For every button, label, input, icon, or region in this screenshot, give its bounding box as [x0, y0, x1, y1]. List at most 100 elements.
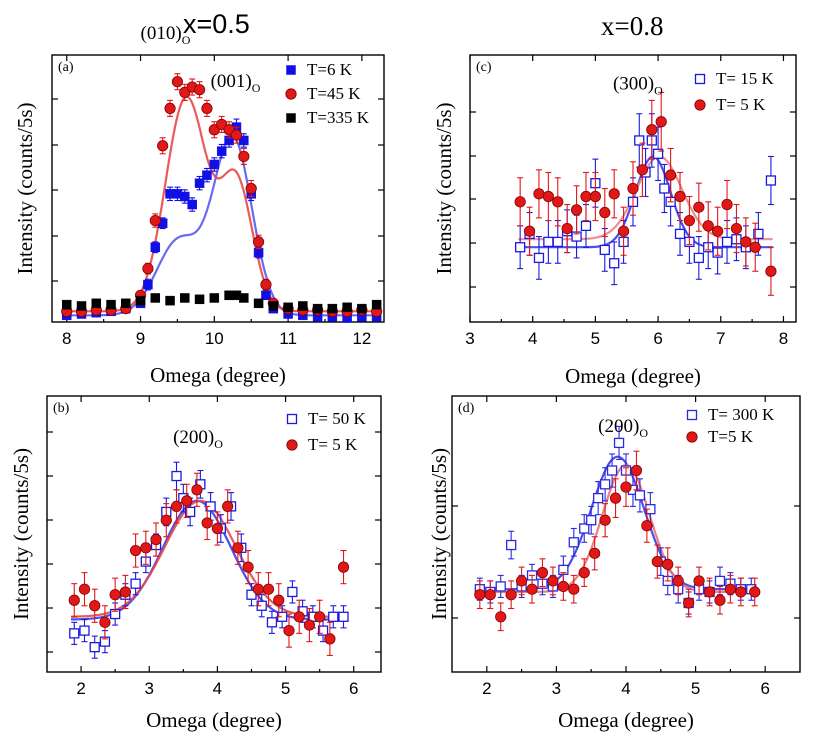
legend-item: T= 15 K — [694, 69, 774, 88]
data-point-17 — [651, 555, 663, 568]
data-point-13 — [599, 479, 611, 490]
data-point-19 — [238, 150, 250, 163]
data-point-22 — [260, 279, 272, 291]
data-point-17 — [659, 183, 670, 194]
data-point-4 — [552, 236, 563, 248]
data-point-19 — [327, 303, 338, 314]
x-tick-label: 8 — [62, 329, 71, 348]
data-point-3 — [99, 616, 111, 628]
panel-label: (d) — [458, 401, 475, 416]
data-point-7 — [580, 220, 592, 232]
legend: T= 50 K T= 5 K — [286, 409, 366, 454]
data-point-21 — [252, 236, 265, 248]
data-point-6 — [142, 262, 154, 275]
x-tick-label: 4 — [621, 679, 630, 698]
data-point-24 — [721, 236, 733, 248]
data-point-14 — [211, 522, 224, 535]
peak-label-main: (001) — [211, 71, 252, 92]
data-point-4 — [109, 589, 121, 601]
legend: T= 300 K T=5 K — [686, 405, 775, 446]
data-point-3 — [542, 190, 554, 203]
data-point-21 — [283, 624, 295, 637]
fit-curve — [63, 133, 380, 317]
data-point-11 — [586, 515, 597, 526]
data-point-1 — [484, 589, 496, 601]
legend-item: T=5 K — [686, 427, 754, 446]
data-point-26 — [765, 265, 777, 277]
data-point-8 — [157, 140, 169, 152]
x-tick-label: 4 — [213, 679, 222, 698]
data-point-18 — [252, 583, 264, 595]
data-point-10 — [579, 523, 590, 534]
legend-label: T= 5 K — [716, 95, 766, 114]
data-point-13 — [193, 84, 206, 96]
data-point-15 — [209, 159, 220, 170]
data-point-14 — [646, 124, 658, 136]
data-point-26 — [337, 561, 350, 573]
data-point-8 — [150, 533, 162, 546]
panel-label: (b) — [53, 401, 70, 416]
peak-label-sub: O — [252, 81, 261, 95]
data-point-26 — [749, 586, 761, 598]
data-point-14 — [201, 102, 213, 115]
data-point-6 — [143, 279, 153, 290]
data-point-18 — [230, 129, 243, 141]
data-point-22 — [261, 290, 271, 301]
x-axis: 2 3 4 5 6 — [76, 396, 358, 698]
data-point-22 — [293, 611, 305, 623]
x-tick-label: 11 — [279, 329, 297, 348]
data-point-legend — [286, 439, 298, 451]
panels: 8 9 10 11 12 Omega (degree) Intensity (counts/… — [9, 23, 801, 732]
data-point-1 — [76, 301, 87, 311]
data-point-8 — [180, 293, 190, 303]
data-point-6 — [570, 204, 583, 216]
data-point-1 — [79, 625, 90, 636]
data-point-4 — [552, 196, 564, 208]
data-point-3 — [106, 299, 116, 310]
data-point-2 — [533, 252, 545, 264]
plot-frame — [51, 54, 385, 323]
data-point-legend — [694, 73, 706, 85]
plot-frame — [469, 54, 797, 323]
data-point-24 — [740, 236, 752, 248]
data-point-17 — [298, 301, 308, 311]
data-point-0 — [515, 242, 526, 253]
data-point-legend — [286, 113, 296, 123]
panel-label: (a) — [58, 60, 74, 75]
series-2 — [514, 91, 777, 296]
data-point-10 — [209, 293, 220, 303]
data-point-13 — [239, 293, 249, 303]
data-point-26 — [714, 575, 726, 587]
data-point-19 — [239, 135, 249, 146]
data-point-15 — [613, 437, 625, 449]
data-point-27 — [338, 611, 349, 622]
data-point-16 — [652, 148, 664, 159]
data-point-15 — [655, 116, 667, 128]
data-point-legend — [286, 413, 298, 425]
series-3 — [62, 290, 382, 314]
peak-label-main: (010) — [141, 23, 182, 44]
data-point-16 — [665, 169, 677, 181]
plot-frame — [46, 395, 382, 673]
data-point-0 — [68, 594, 80, 606]
data-point-19 — [672, 575, 684, 587]
data-point-9 — [194, 294, 205, 305]
peak-label: (200)O — [173, 427, 223, 451]
data-point-14 — [202, 170, 212, 180]
data-point-15 — [268, 301, 279, 311]
data-point-25 — [317, 625, 329, 636]
data-point-13 — [194, 178, 205, 188]
chart-panel-4: 2 3 4 5 6 Omega (degree) Intensity (counts/5s)… — [427, 395, 801, 732]
data-point-6 — [130, 544, 142, 557]
data-point-11 — [617, 225, 630, 237]
y-axis-label: Intensity (counts/5s) — [9, 448, 33, 620]
data-point-13 — [609, 492, 622, 504]
data-point-14 — [253, 298, 264, 309]
x-axis-label: Omega (degree) — [565, 364, 701, 388]
legend: T= 15 K T= 5 K — [694, 69, 774, 114]
data-point-18 — [634, 490, 646, 501]
data-point-9 — [160, 514, 172, 526]
data-point-12 — [187, 199, 197, 210]
legend-item: T= 5 K — [694, 95, 766, 114]
